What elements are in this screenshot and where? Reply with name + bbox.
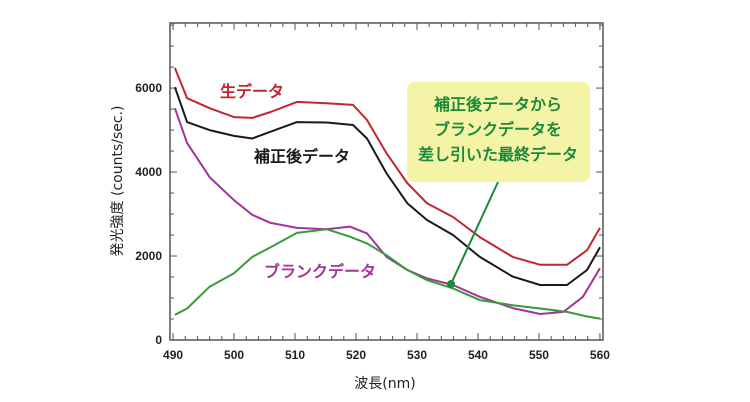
x-tick-label: 510 [285,348,305,362]
final-data-line [174,228,601,320]
x-tick-label: 540 [468,348,488,362]
raw-data-line [173,67,601,266]
corrected-data-line [173,86,601,286]
y-axis-label: 発光強度 (counts/sec.) [110,106,126,257]
x-axis-label: 波長(nm) [354,376,415,392]
series-lines [173,67,601,320]
y-tick-label: 4000 [135,165,162,179]
callout-box [407,82,590,182]
x-tick-label: 530 [407,348,427,362]
callout-line-3: 差し引いた最終データ [418,145,578,164]
x-tick-label: 500 [224,348,244,362]
callout-line-1: 補正後データから [433,95,562,114]
x-tick-label: 550 [529,348,549,362]
callout-pointer-dot [447,280,455,288]
tick-labels: 490 500 510 520 530 540 550 560 0 2000 4000 6000 [135,81,610,362]
x-tick-label: 490 [163,348,183,362]
y-tick-label: 0 [155,333,162,347]
final-data-callout: 補正後データから ブランクデータを 差し引いた最終データ [407,82,590,288]
x-tick-label: 560 [590,348,610,362]
y-tick-label: 6000 [135,81,162,95]
callout-pointer-line [450,181,499,285]
label-blank-data: ブランクデータ [264,262,376,281]
blank-data-line [173,107,601,315]
plot-frame [169,22,604,341]
label-corrected-data: 補正後データ [253,147,350,166]
callout-line-2: ブランクデータを [434,120,562,139]
label-raw-data: 生データ [220,82,284,101]
x-tick-label: 520 [346,348,366,362]
y-tick-label: 2000 [135,249,162,263]
